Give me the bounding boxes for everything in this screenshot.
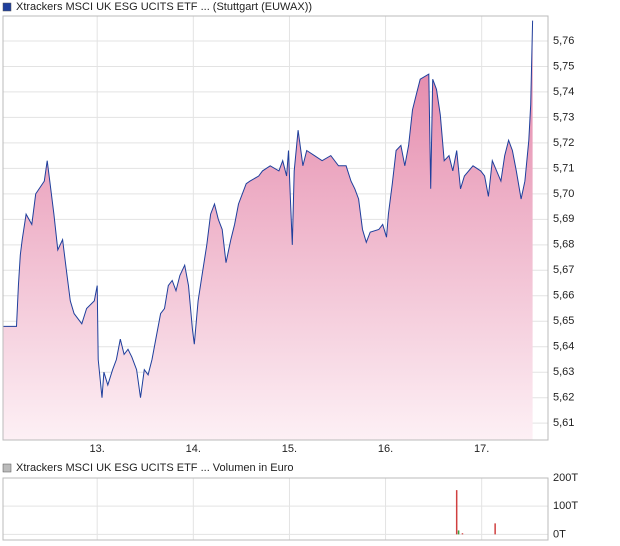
y-tick-label: 5,71 bbox=[553, 162, 574, 174]
volume-bar bbox=[461, 533, 464, 535]
legend-title: Xtrackers MSCI UK ESG UCITS ETF ... (Stu… bbox=[16, 1, 312, 13]
legend-swatch bbox=[2, 2, 12, 12]
y-tick-label: 5,74 bbox=[553, 86, 574, 98]
price-line bbox=[3, 20, 534, 398]
x-tick-label: 13. bbox=[90, 443, 105, 455]
legend-swatch bbox=[2, 463, 12, 473]
area-fill bbox=[3, 20, 533, 440]
y-tick-label: 200T bbox=[553, 472, 578, 484]
y-tick-label: 5,76 bbox=[553, 35, 574, 47]
y-tick-label: 5,67 bbox=[553, 264, 574, 276]
y-tick-label: 5,70 bbox=[553, 188, 574, 200]
y-tick-label: 5,68 bbox=[553, 239, 574, 251]
y-tick-label: 5,66 bbox=[553, 290, 574, 302]
x-tick-label: 15. bbox=[282, 443, 297, 455]
y-tick-label: 5,64 bbox=[553, 341, 574, 353]
y-tick-label: 0T bbox=[553, 528, 566, 540]
x-tick-label: 16. bbox=[378, 443, 393, 455]
y-tick-label: 5,69 bbox=[553, 213, 574, 225]
volume-bar bbox=[455, 490, 458, 535]
y-tick-label: 5,61 bbox=[553, 417, 574, 429]
volume-bar bbox=[457, 530, 460, 535]
y-tick-label: 100T bbox=[553, 500, 578, 512]
y-tick-label: 5,72 bbox=[553, 137, 574, 149]
legend-title: Xtrackers MSCI UK ESG UCITS ETF ... Volu… bbox=[16, 462, 294, 474]
plot-frame bbox=[2, 15, 549, 441]
volume-bar bbox=[494, 523, 496, 535]
y-tick-label: 5,73 bbox=[553, 111, 574, 123]
y-tick-label: 5,63 bbox=[553, 366, 574, 378]
plot-frame bbox=[2, 477, 549, 541]
x-tick-label: 14. bbox=[186, 443, 201, 455]
x-tick-label: 17. bbox=[474, 443, 489, 455]
y-tick-label: 5,65 bbox=[553, 315, 574, 327]
y-tick-label: 5,75 bbox=[553, 60, 574, 72]
y-tick-label: 5,62 bbox=[553, 392, 574, 404]
